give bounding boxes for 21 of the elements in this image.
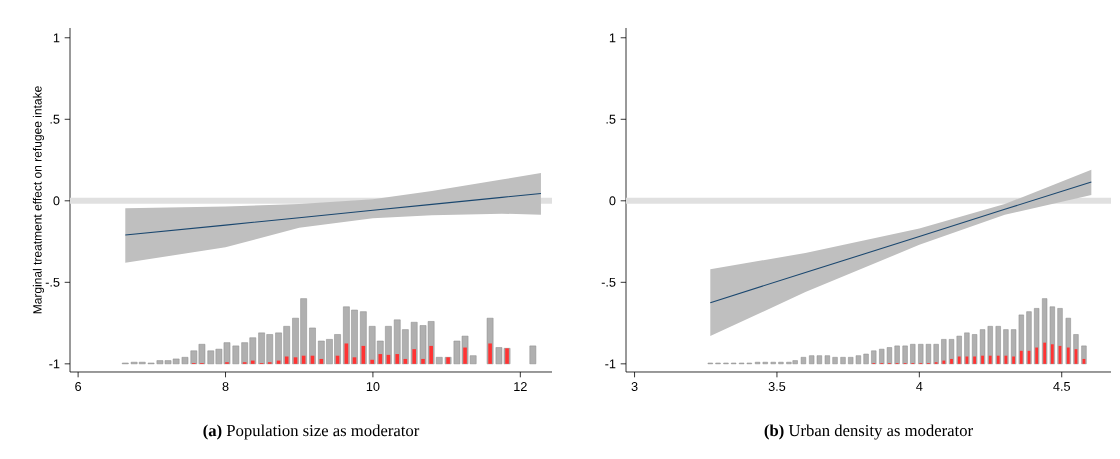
x-tick-label: 6 [75,382,82,391]
y-tick-label: -.5 [45,277,60,287]
y-tick-label: -1 [605,359,616,369]
y-axis-title: Marginal treatment effect on refugee intake [32,86,45,314]
y-tick-label: -1 [49,359,60,369]
y-tick-label: 0 [609,196,616,206]
y-tick-label: 1 [609,33,616,43]
x-tick-label: 3.5 [768,382,786,391]
text: (b) Urban density as moderator [764,424,973,440]
y-tick-label: 0 [53,196,60,206]
x-tick-label: 4.5 [1053,382,1071,391]
text: (a) Population size as moderator [203,424,420,440]
x-tick-label: 4 [916,382,923,391]
y-tick-label: 1 [53,33,60,43]
x-tick-label: 8 [222,382,229,391]
y-tick-label: -.5 [601,277,616,287]
x-tick-label: 12 [514,382,527,391]
y-tick-label: .5 [50,114,60,124]
y-tick-label: .5 [606,114,616,124]
x-tick-label: 3 [631,382,638,391]
x-tick-label: 10 [366,382,380,391]
